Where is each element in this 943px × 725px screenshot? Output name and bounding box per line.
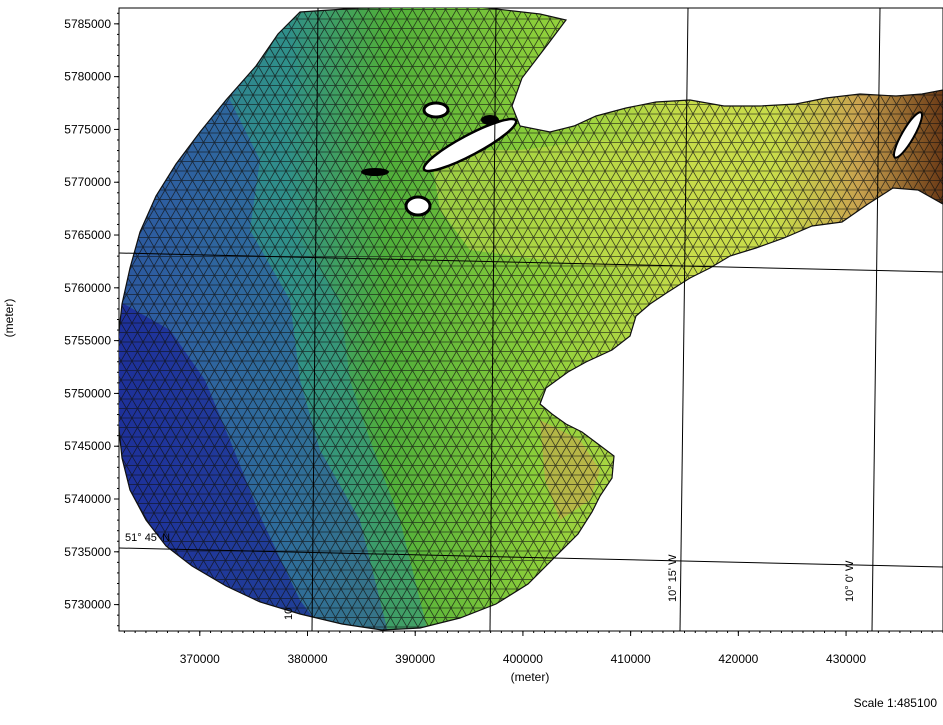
y-axis: 5785000 5780000 5775000 5770000 5765000 57600… [64,12,119,627]
graticule-longitude-1 [311,8,319,631]
island-north [422,101,450,119]
x-tick-label: 380000 [287,652,327,666]
x-axis-title: (meter) [511,670,550,684]
y-tick-label: 5785000 [64,17,111,31]
y-tick-label: 5765000 [64,228,111,242]
island-west [361,168,389,176]
y-tick-label: 5750000 [64,386,111,400]
longitude-label-partial: 10 [283,608,295,620]
y-tick-label: 5730000 [64,598,111,612]
y-tick-label: 5780000 [64,70,111,84]
scale-label: Scale 1:485100 [853,696,937,710]
y-tick-label: 5745000 [64,439,111,453]
y-tick-label: 5735000 [64,545,111,559]
y-tick-label: 5755000 [64,334,111,348]
graticule-latitude-lower [119,547,943,568]
graticule [119,8,943,631]
x-axis: 370000 380000 390000 400000 410000 420000 4300… [123,631,943,666]
y-tick-label: 5760000 [64,281,111,295]
islands [361,101,923,217]
x-tick-label: 420000 [718,652,758,666]
longitude-label-100w: 10° 0' W [844,560,856,602]
island-east [893,111,923,159]
y-tick-label: 5770000 [64,175,111,189]
island-central [404,195,432,217]
y-tick-label: 5775000 [64,122,111,136]
island-large [422,117,518,173]
longitude-label-1015w: 10° 15' W [667,554,679,602]
domain-boundary [119,8,943,631]
x-tick-label: 430000 [826,652,866,666]
graticule-longitude-2 [489,8,497,631]
x-tick-label: 410000 [611,652,651,666]
graticule-longitude-3 [679,8,689,631]
graticule-latitude-upper [119,252,943,273]
island-small [481,115,499,125]
y-axis-title: (meter) [2,299,16,338]
x-tick-label: 390000 [395,652,435,666]
latitude-label: 51° 45' N [125,532,170,544]
graticule-longitude-4 [871,8,881,631]
y-tick-label: 5740000 [64,492,111,506]
x-tick-label: 400000 [503,652,543,666]
x-tick-label: 370000 [180,652,220,666]
